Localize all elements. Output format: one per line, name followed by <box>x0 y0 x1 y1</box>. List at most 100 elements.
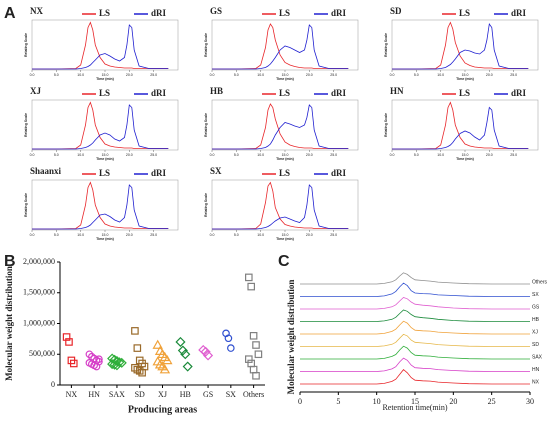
data-line <box>212 104 349 150</box>
y-axis-label: Relating Scale <box>24 193 28 217</box>
legend-label: dRI <box>331 168 347 178</box>
x-tick-label: 10.0 <box>77 153 84 157</box>
plot-frame <box>31 19 179 71</box>
data-line <box>300 282 530 297</box>
chart-title: SD <box>390 6 402 16</box>
y-axis-label: Relating Scale <box>24 113 28 137</box>
legend-label: dRI <box>331 88 347 98</box>
x-axis-label: Time (min) <box>96 77 114 81</box>
legend-label: LS <box>99 88 110 98</box>
x-tick-label: 10.0 <box>257 73 264 77</box>
data-line <box>32 181 169 230</box>
series-label: SX <box>532 292 539 298</box>
x-axis-label: Time (min) <box>276 77 294 81</box>
data-line <box>300 297 530 310</box>
x-axis-label: Time (min) <box>96 237 114 241</box>
chart-title: Shaanxi <box>30 166 62 176</box>
data-point <box>131 327 139 335</box>
x-tick-label: 15.0 <box>282 233 289 237</box>
x-tick-label: 20 <box>449 397 457 406</box>
x-tick-label: HN <box>88 390 100 399</box>
data-line <box>32 184 169 230</box>
y-axis-label: Relating Scale <box>204 113 208 137</box>
series-label: HN <box>532 367 540 373</box>
legend-label: LS <box>99 168 110 178</box>
plot-frame <box>211 99 359 151</box>
x-tick-label: 20.0 <box>306 73 313 77</box>
x-tick-label: Others <box>243 390 264 399</box>
legend-label: dRI <box>151 168 167 178</box>
series-label: GS <box>532 304 540 310</box>
x-axis-label: Retention time(min) <box>382 403 447 412</box>
data-point <box>252 371 260 380</box>
legend-label: LS <box>279 168 290 178</box>
data-line <box>212 103 349 150</box>
x-axis-label: Time (min) <box>276 237 294 241</box>
y-tick-label: 1,000,000 <box>23 318 55 327</box>
data-point <box>200 346 211 357</box>
data-line <box>392 106 529 150</box>
y-axis-label: Relating Scale <box>204 33 208 57</box>
y-tick-label: 2,000,000 <box>23 257 55 266</box>
data-line <box>212 23 349 70</box>
legend-label: LS <box>279 88 290 98</box>
x-tick-label: 25.0 <box>150 233 157 237</box>
x-tick-label: 20.0 <box>306 153 313 157</box>
data-line <box>32 104 169 150</box>
legend-label: dRI <box>151 8 167 18</box>
data-line <box>32 101 169 150</box>
chart-title: GS <box>210 6 222 16</box>
x-axis-label: Time (min) <box>456 77 474 81</box>
legend-label: LS <box>459 88 470 98</box>
x-tick-label: 0.0 <box>30 153 35 157</box>
data-point <box>116 357 127 368</box>
y-axis-label: Molecular weight distribution <box>4 266 14 381</box>
x-tick-label: 25.0 <box>330 73 337 77</box>
panel-label: C <box>278 253 290 270</box>
panel-label: B <box>4 253 16 270</box>
x-tick-label: 15.0 <box>102 73 109 77</box>
x-tick-label: 0.0 <box>30 233 35 237</box>
data-point <box>162 354 173 365</box>
x-tick-label: 5.0 <box>54 233 59 237</box>
x-tick-label: 15.0 <box>102 233 109 237</box>
data-point <box>254 350 263 359</box>
data-point <box>85 350 94 359</box>
data-line <box>300 345 530 360</box>
x-tick-label: 10.0 <box>77 233 84 237</box>
x-tick-label: 15.0 <box>282 153 289 157</box>
plot-frame <box>31 179 179 231</box>
x-tick-label: XJ <box>158 390 167 399</box>
data-point <box>133 344 142 352</box>
data-point <box>111 355 122 367</box>
x-tick-label: 0 <box>298 397 302 406</box>
x-tick-label: 25.0 <box>150 153 157 157</box>
plot-frame <box>211 179 359 231</box>
y-axis-label: Molecular weight distribution <box>286 280 296 395</box>
x-tick-label: 15.0 <box>102 153 109 157</box>
x-tick-label: 25.0 <box>330 233 337 237</box>
chart-title: HN <box>390 86 404 96</box>
panel-label: A <box>4 5 16 22</box>
x-tick-label: 0.0 <box>210 73 215 77</box>
x-tick-label: 5.0 <box>414 73 419 77</box>
x-tick-label: 10.0 <box>437 153 444 157</box>
y-tick-label: 500,000 <box>29 349 55 358</box>
data-point <box>92 362 101 371</box>
data-point <box>62 333 71 341</box>
x-tick-label: SAX <box>109 390 125 399</box>
x-tick-label: GS <box>203 390 213 399</box>
x-tick-label: 5 <box>336 397 340 406</box>
data-point <box>109 359 120 370</box>
x-tick-label: 20.0 <box>486 73 493 77</box>
data-line <box>392 22 529 70</box>
y-axis-label: Relating Scale <box>384 113 388 137</box>
series-label: SD <box>532 342 539 348</box>
chart-title: HB <box>210 86 223 96</box>
x-tick-label: 20.0 <box>126 153 133 157</box>
series-label: Others <box>532 279 548 285</box>
data-point <box>247 282 256 291</box>
data-point <box>249 332 258 340</box>
x-tick-label: 0.0 <box>390 153 395 157</box>
